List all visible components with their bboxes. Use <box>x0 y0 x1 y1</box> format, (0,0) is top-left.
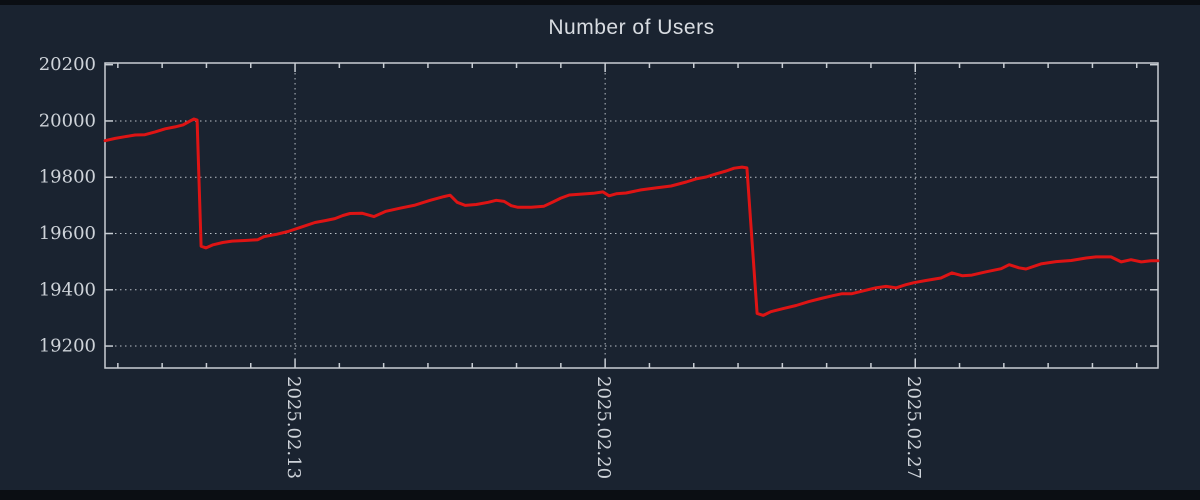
chart-title: Number of Users <box>548 16 715 39</box>
users-series-line <box>103 117 1160 317</box>
letterbox-bottom <box>0 490 1200 500</box>
y-tick-label: 20000 <box>39 110 96 131</box>
y-tick-label: 19200 <box>39 336 96 357</box>
y-tick-label: 19400 <box>39 279 96 300</box>
letterbox-top <box>0 0 1200 5</box>
x-tick-label: 2025.02.20 <box>593 376 614 479</box>
plot-border <box>104 62 1159 369</box>
y-tick-label: 19800 <box>39 167 96 188</box>
x-tick-label: 2025.02.13 <box>283 376 304 479</box>
y-tick-label: 19600 <box>39 223 96 244</box>
y-tick-label: 20200 <box>39 54 96 75</box>
x-tick-label: 2025.02.27 <box>903 376 924 479</box>
